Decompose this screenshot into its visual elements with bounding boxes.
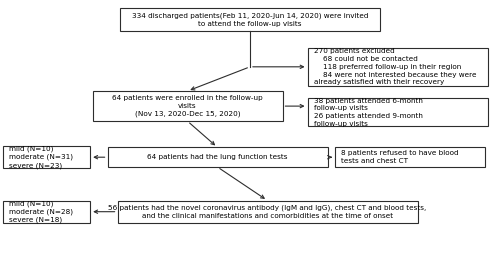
FancyBboxPatch shape: [108, 147, 328, 167]
FancyBboxPatch shape: [120, 8, 380, 31]
Text: 38 patients attended 6-month
follow-up visits
26 patients attended 9-month
follo: 38 patients attended 6-month follow-up v…: [314, 97, 422, 127]
FancyBboxPatch shape: [3, 146, 90, 168]
Text: 334 discharged patients(Feb 11, 2020-Jun 14, 2020) were invited
to attend the fo: 334 discharged patients(Feb 11, 2020-Jun…: [132, 13, 368, 27]
FancyBboxPatch shape: [335, 147, 485, 167]
Text: 56 patients had the novel coronavirus antibody (IgM and IgG), chest CT and blood: 56 patients had the novel coronavirus an…: [108, 205, 426, 219]
Text: mild (N=10)
moderate (N=31)
severe (N=23): mild (N=10) moderate (N=31) severe (N=23…: [9, 146, 73, 169]
FancyBboxPatch shape: [308, 99, 488, 126]
FancyBboxPatch shape: [308, 48, 488, 86]
Text: 8 patients refused to have blood
tests and chest CT: 8 patients refused to have blood tests a…: [341, 150, 458, 164]
Text: 270 patients excluded
    68 could not be contacted
    118 preferred follow-up : 270 patients excluded 68 could not be co…: [314, 48, 476, 85]
FancyBboxPatch shape: [3, 201, 90, 223]
FancyBboxPatch shape: [118, 201, 418, 223]
FancyBboxPatch shape: [92, 91, 282, 121]
Text: 64 patients had the lung function tests: 64 patients had the lung function tests: [147, 154, 288, 160]
Text: mild (N=10)
moderate (N=28)
severe (N=18): mild (N=10) moderate (N=28) severe (N=18…: [9, 200, 73, 223]
Text: 64 patients were enrolled in the follow-up
visits
(Nov 13, 2020-Dec 15, 2020): 64 patients were enrolled in the follow-…: [112, 95, 263, 117]
